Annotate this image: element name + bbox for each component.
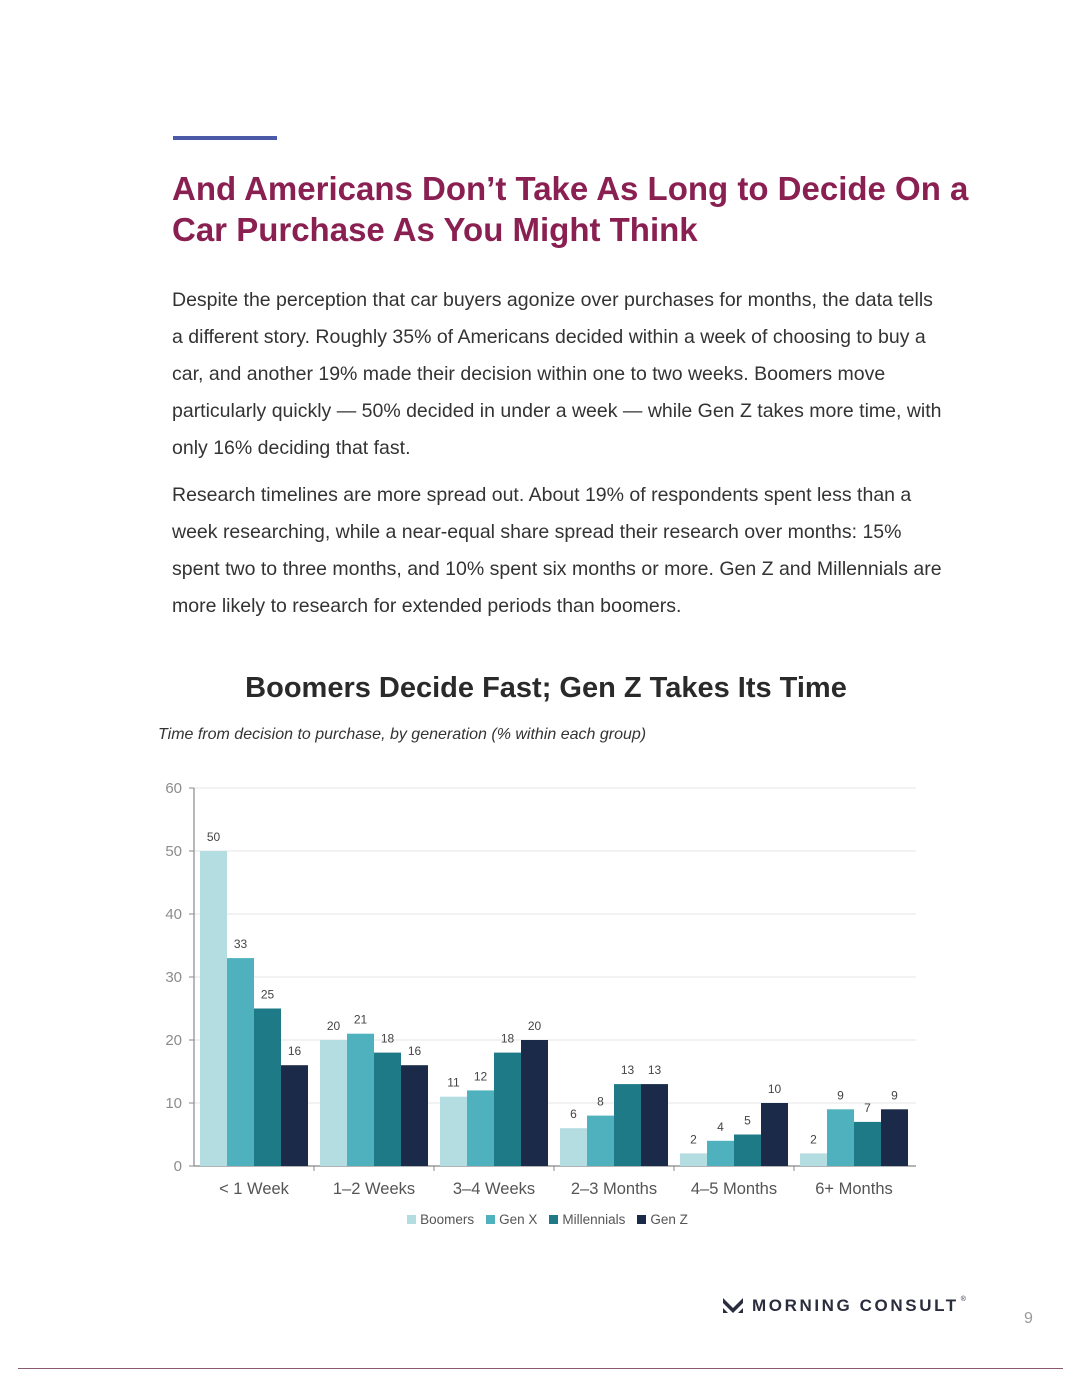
- bar: [881, 1109, 908, 1166]
- x-tick-label: 2–3 Months: [571, 1180, 657, 1198]
- y-tick-label: 20: [165, 1032, 182, 1049]
- data-label: 21: [354, 1013, 368, 1027]
- brand-name: MORNING CONSULT: [752, 1296, 959, 1315]
- legend-label: Millennials: [562, 1212, 626, 1227]
- y-tick-label: 50: [165, 843, 182, 860]
- brand-logo: MORNING CONSULT ®: [722, 1296, 972, 1316]
- bar: [641, 1084, 668, 1166]
- bar: [374, 1052, 401, 1166]
- bar: [587, 1115, 614, 1166]
- data-label: 18: [381, 1032, 395, 1046]
- data-label: 20: [327, 1019, 341, 1033]
- bar: [320, 1040, 347, 1166]
- bar: [227, 958, 254, 1166]
- chart-title: Boomers Decide Fast; Gen Z Takes Its Tim…: [245, 672, 847, 704]
- body-paragraph-1: Despite the perception that car buyers a…: [172, 289, 942, 459]
- bar: [440, 1096, 467, 1166]
- data-label: 7: [864, 1101, 871, 1115]
- data-label: 13: [648, 1063, 662, 1077]
- bar: [200, 851, 227, 1166]
- bar: [614, 1084, 641, 1166]
- bar: [680, 1153, 707, 1166]
- data-label: 33: [234, 937, 248, 951]
- x-tick-label: 1–2 Weeks: [333, 1180, 415, 1198]
- accent-rule: [173, 136, 277, 140]
- data-label: 9: [891, 1088, 898, 1102]
- data-label: 8: [597, 1095, 604, 1109]
- data-label: 13: [621, 1063, 635, 1077]
- data-label: 4: [717, 1120, 724, 1134]
- morning-consult-logo-icon: [723, 1298, 743, 1313]
- bar: [467, 1090, 494, 1166]
- x-tick-label: < 1 Week: [219, 1180, 290, 1198]
- data-label: 16: [288, 1044, 302, 1058]
- data-label: 5: [744, 1114, 751, 1128]
- legend-label: Gen X: [499, 1212, 538, 1227]
- y-tick-label: 60: [165, 780, 182, 797]
- bar: [347, 1033, 374, 1166]
- x-tick-label: 3–4 Weeks: [453, 1180, 535, 1198]
- legend-label: Gen Z: [650, 1212, 688, 1227]
- x-tick-label: 6+ Months: [815, 1180, 893, 1198]
- body-paragraph-2: Research timelines are more spread out. …: [172, 484, 942, 617]
- bar: [800, 1153, 827, 1166]
- data-label: 16: [408, 1044, 422, 1058]
- bar: [254, 1008, 281, 1166]
- bar: [281, 1065, 308, 1166]
- bar: [854, 1121, 881, 1166]
- footer-rule: [18, 1368, 1063, 1369]
- chart-subtitle: Time from decision to purchase, by gener…: [158, 726, 647, 743]
- bar: [560, 1128, 587, 1166]
- chart-legend: Boomers Gen X Millennials Gen Z: [0, 1212, 1080, 1227]
- data-label: 11: [447, 1076, 460, 1090]
- legend-item: Gen X: [486, 1212, 537, 1227]
- legend-swatch: [637, 1215, 647, 1224]
- legend-label: Boomers: [420, 1212, 475, 1227]
- legend-item: Gen Z: [637, 1212, 688, 1227]
- data-label: 12: [474, 1069, 488, 1083]
- page-title: And Americans Don’t Take As Long to Deci…: [172, 170, 969, 248]
- brand-registered-mark: ®: [960, 1295, 966, 1303]
- legend-item: Boomers: [407, 1212, 474, 1227]
- data-label: 2: [690, 1132, 697, 1146]
- bar: [707, 1140, 734, 1166]
- data-label: 20: [528, 1019, 542, 1033]
- page-number: 9: [1024, 1310, 1033, 1327]
- body-text: Despite the perception that car buyers a…: [172, 282, 942, 635]
- bar: [761, 1103, 788, 1166]
- bar: [734, 1134, 761, 1166]
- bar: [401, 1065, 428, 1166]
- bar: [494, 1052, 521, 1166]
- legend-swatch: [549, 1215, 559, 1224]
- y-tick-label: 40: [165, 906, 182, 923]
- legend-swatch: [486, 1215, 496, 1224]
- y-tick-label: 0: [174, 1158, 182, 1175]
- y-tick-label: 10: [165, 1095, 182, 1112]
- x-tick-label: 4–5 Months: [691, 1180, 777, 1198]
- data-label: 10: [768, 1082, 782, 1096]
- bar: [521, 1040, 548, 1166]
- bar: [827, 1109, 854, 1166]
- data-label: 2: [810, 1132, 817, 1146]
- y-tick-label: 30: [165, 969, 182, 986]
- data-label: 25: [261, 988, 275, 1002]
- data-label: 9: [837, 1088, 844, 1102]
- data-label: 6: [570, 1107, 577, 1121]
- legend-item: Millennials: [549, 1212, 625, 1227]
- data-label: 18: [501, 1032, 515, 1046]
- data-label: 50: [207, 830, 221, 844]
- legend-swatch: [407, 1215, 417, 1224]
